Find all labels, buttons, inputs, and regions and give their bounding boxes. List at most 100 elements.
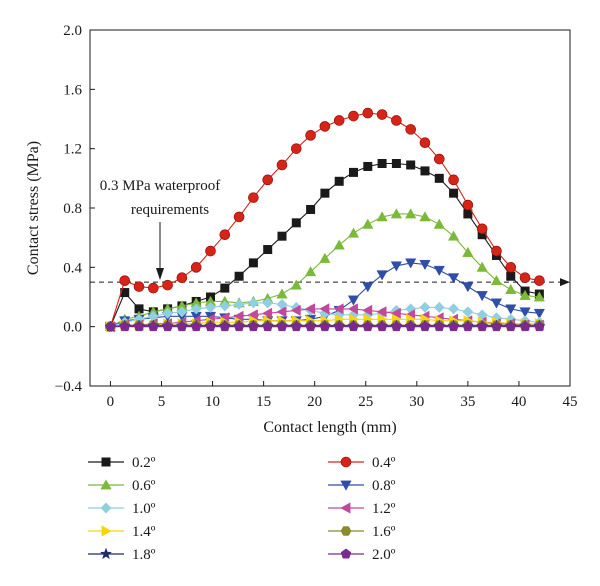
legend-marker — [340, 502, 351, 514]
data-point — [476, 261, 488, 272]
data-point — [419, 211, 431, 222]
data-point — [391, 159, 401, 168]
x-tick-label: 0 — [107, 394, 115, 410]
legend-marker — [100, 502, 112, 514]
legend-item: 1.6º — [328, 524, 396, 540]
data-point — [119, 275, 131, 286]
data-point — [233, 211, 245, 223]
series-layer — [104, 107, 546, 333]
data-point — [305, 130, 316, 141]
annotation-arrowhead — [156, 268, 164, 280]
data-point — [434, 321, 445, 332]
data-point — [261, 307, 273, 319]
data-point — [347, 227, 360, 238]
data-point — [505, 283, 517, 294]
data-point — [248, 192, 259, 203]
data-point — [320, 188, 330, 198]
legend-marker — [340, 526, 352, 536]
series-9 — [105, 321, 545, 332]
data-point — [348, 110, 359, 122]
data-point — [419, 137, 431, 149]
data-point — [376, 211, 388, 222]
legend-label: 0.4º — [372, 455, 396, 471]
data-point — [376, 321, 388, 332]
y-tick-label: 2.0 — [63, 23, 82, 39]
data-point — [276, 306, 287, 318]
data-point — [204, 301, 217, 313]
data-point — [176, 321, 188, 332]
legend-label: 1.6º — [372, 524, 396, 540]
data-point — [434, 173, 444, 183]
data-point — [304, 266, 317, 277]
legend-marker — [101, 525, 112, 537]
data-point — [462, 321, 474, 332]
series-1 — [105, 107, 545, 332]
threshold-arrowhead — [560, 278, 570, 287]
legend-marker — [100, 479, 112, 490]
data-point — [234, 271, 244, 281]
axes: 0 5 10 15 20 25 30 35 40 45 −0.4 0.0 0.4 0.8 1.2 1.6 2.0… — [25, 23, 578, 436]
data-point — [248, 258, 258, 268]
data-point — [448, 174, 459, 186]
data-point — [390, 208, 403, 219]
data-point — [519, 272, 531, 284]
data-point — [333, 239, 345, 250]
data-point — [333, 303, 344, 315]
data-point — [533, 308, 545, 320]
data-point — [119, 321, 130, 332]
data-point — [362, 282, 374, 293]
data-point — [476, 321, 488, 332]
data-point — [248, 321, 259, 332]
data-point — [476, 291, 488, 302]
data-point — [506, 271, 516, 281]
data-point — [219, 321, 231, 332]
data-point — [390, 261, 403, 272]
x-tick-label: 35 — [460, 394, 475, 410]
data-point — [319, 252, 331, 263]
x-tick-label: 15 — [256, 394, 271, 410]
series-line — [109, 112, 540, 327]
data-point — [519, 307, 531, 318]
data-point — [405, 208, 417, 219]
data-point — [277, 231, 287, 241]
data-point — [133, 281, 145, 292]
legend-item: 1.8º — [88, 547, 156, 563]
y-axis-title: Contact stress (MPa) — [25, 141, 42, 275]
data-point — [348, 321, 359, 332]
data-point — [148, 282, 159, 294]
legend-item: 1.0º — [88, 501, 156, 517]
legend-label: 1.0º — [132, 501, 156, 517]
data-point — [419, 321, 431, 332]
legend-label: 0.8º — [372, 478, 396, 494]
x-tick-label: 20 — [307, 394, 322, 410]
legend-label: 0.6º — [132, 478, 156, 494]
legend-marker — [340, 548, 352, 559]
data-point — [290, 279, 302, 290]
data-point — [505, 321, 517, 332]
data-point — [276, 159, 288, 171]
data-point — [176, 306, 188, 318]
x-tick-label: 10 — [205, 394, 220, 410]
data-point — [334, 176, 344, 186]
data-point — [162, 321, 173, 332]
data-point — [448, 321, 459, 332]
data-point — [433, 265, 445, 277]
data-point — [533, 291, 545, 302]
data-point — [463, 209, 473, 219]
data-point — [319, 121, 331, 132]
data-point — [433, 301, 445, 313]
data-point — [462, 282, 474, 293]
data-point — [134, 304, 144, 314]
y-tick-label: 0.0 — [63, 320, 82, 336]
legend-label: 1.2º — [372, 501, 396, 517]
legend-item: 2.0º — [328, 547, 396, 563]
legend-marker — [101, 457, 111, 467]
data-point — [276, 321, 288, 332]
legend-label: 1.8º — [132, 547, 156, 563]
data-point — [220, 283, 230, 293]
legend-label: 2.0º — [372, 547, 396, 563]
data-point — [162, 307, 174, 319]
data-point — [362, 304, 373, 316]
data-point — [406, 160, 416, 170]
